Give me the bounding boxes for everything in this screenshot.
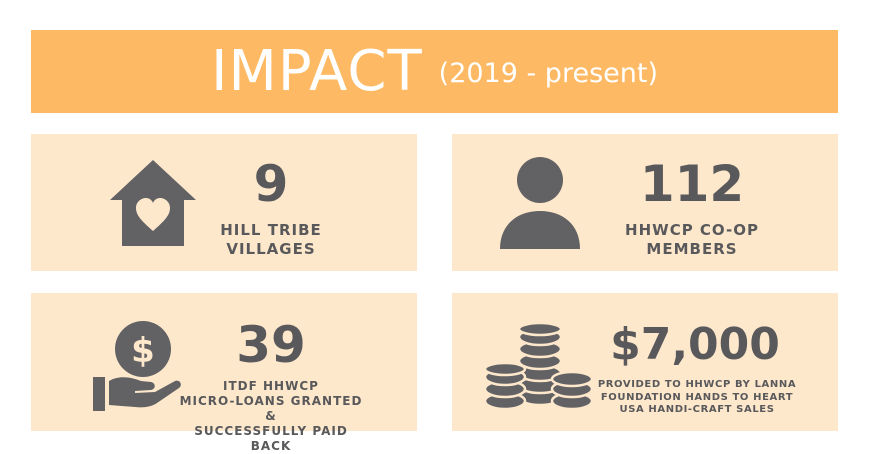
stat-value: 112 bbox=[639, 155, 745, 213]
house-heart-icon bbox=[110, 160, 196, 246]
stat-value: 9 bbox=[253, 155, 289, 213]
page-title: IMPACT bbox=[211, 38, 423, 104]
header-banner: IMPACT (2019 - present) bbox=[31, 30, 838, 113]
stat-label-line: ITDF HHWCP bbox=[223, 379, 319, 393]
stat-label: HHWCP CO-OP MEMBERS bbox=[602, 221, 782, 259]
stat-label-line: MEMBERS bbox=[646, 239, 738, 258]
stat-label-line: PROVIDED TO HHWCP BY LANNA bbox=[597, 379, 797, 390]
stat-value: 39 bbox=[236, 316, 306, 374]
stat-label: ITDF HHWCP MICRO-LOANS GRANTED & SUCCESS… bbox=[176, 379, 366, 454]
stat-label: PROVIDED TO HHWCP BY LANNA FOUNDATION HA… bbox=[592, 379, 802, 417]
stat-label-line: MICRO-LOANS GRANTED & bbox=[179, 394, 363, 423]
stat-label-line: HHWCP CO-OP bbox=[625, 221, 759, 239]
hand-dollar-coin-icon: $ bbox=[93, 321, 181, 411]
stat-label-line: HILL TRIBE bbox=[220, 221, 322, 239]
stat-value: $7,000 bbox=[610, 319, 780, 370]
stat-card-micro-loans: $ 39 ITDF HHWCP MICRO-LOANS GRANTED & SU… bbox=[31, 293, 417, 453]
coin-stacks-icon bbox=[484, 323, 594, 411]
svg-text:$: $ bbox=[131, 331, 155, 371]
stat-card-villages: 9 HILL TRIBE VILLAGES bbox=[31, 134, 417, 271]
stat-label-line: FOUNDATION HANDS TO HEART bbox=[600, 391, 794, 403]
person-icon bbox=[500, 157, 580, 249]
stat-label-line: USA HANDI-CRAFT SALES bbox=[619, 404, 775, 415]
page-subtitle: (2019 - present) bbox=[438, 58, 658, 89]
stat-label-line: VILLAGES bbox=[226, 239, 316, 258]
stat-card-funds: $7,000 PROVIDED TO HHWCP BY LANNA FOUNDA… bbox=[452, 293, 838, 431]
stat-label: HILL TRIBE VILLAGES bbox=[191, 221, 351, 259]
stat-card-members: 112 HHWCP CO-OP MEMBERS bbox=[452, 134, 838, 271]
